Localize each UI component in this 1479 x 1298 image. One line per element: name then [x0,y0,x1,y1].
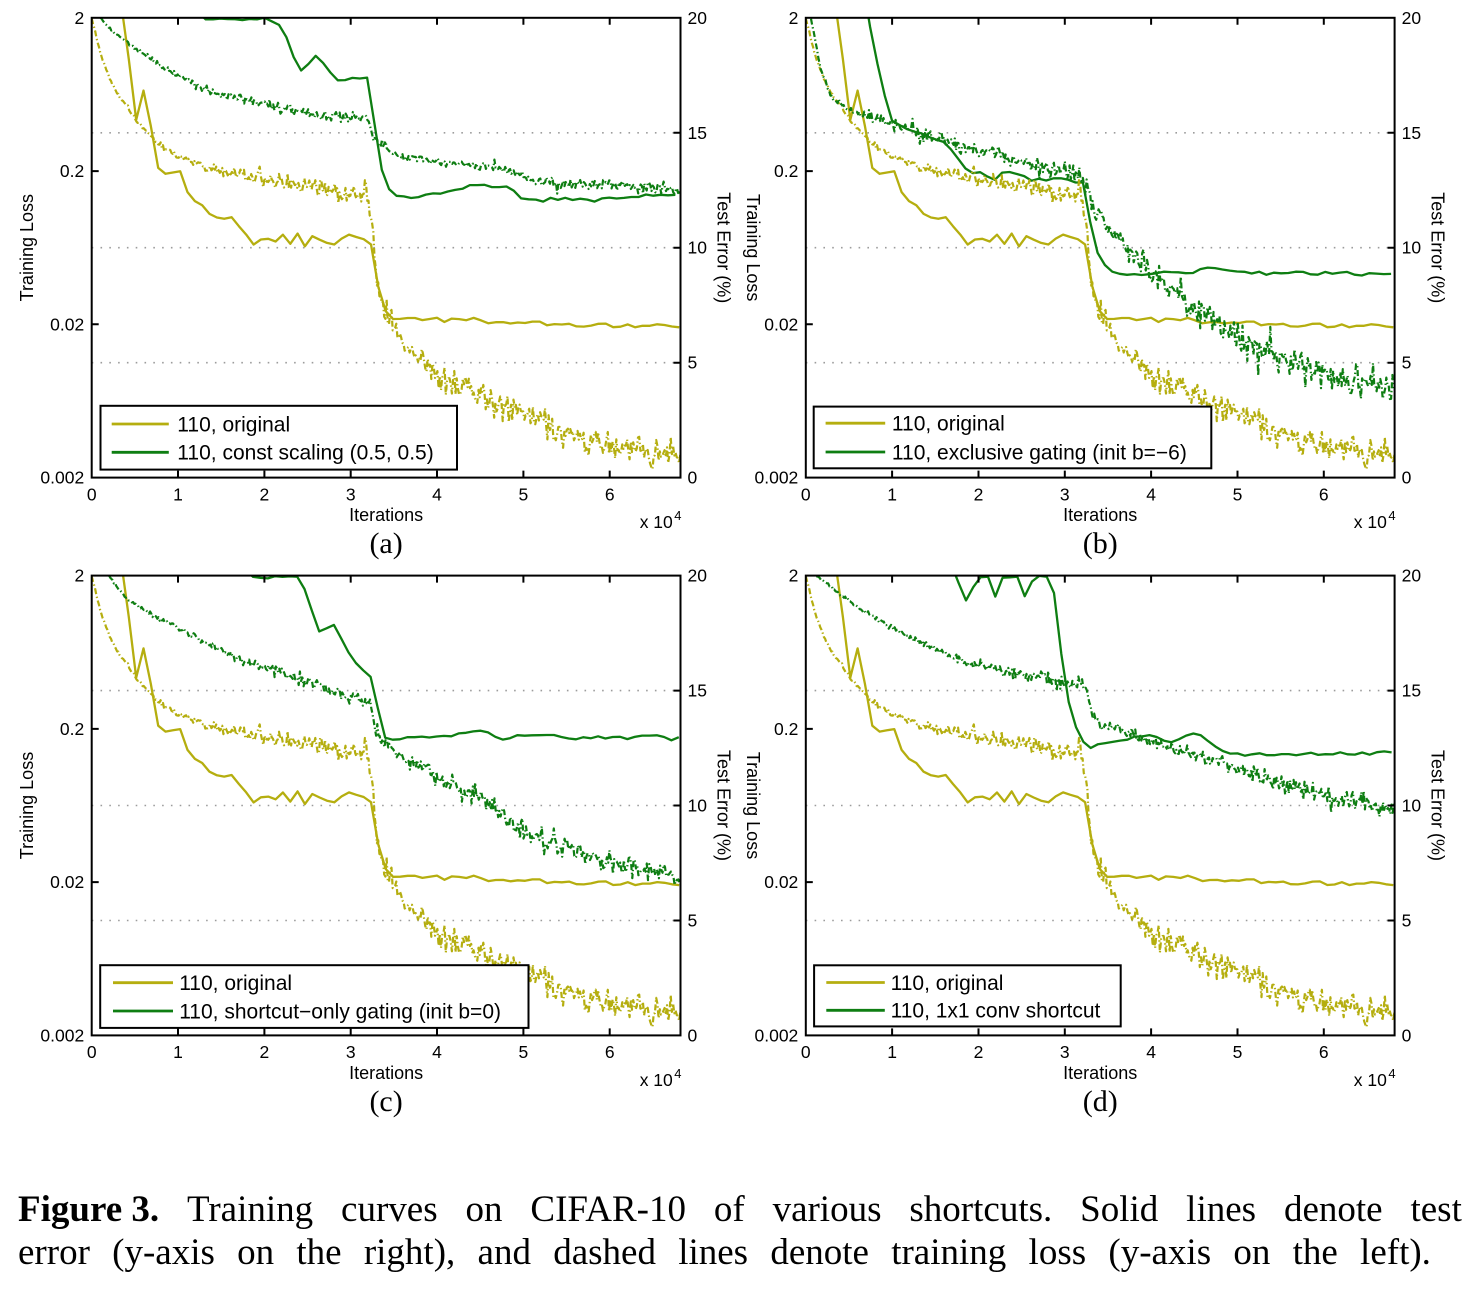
svg-text:110, original: 110, original [891,972,1004,995]
svg-text:Test Error (%): Test Error (%) [714,192,734,303]
svg-text:10: 10 [1402,796,1422,816]
svg-text:15: 15 [1402,123,1421,143]
svg-text:Iterations: Iterations [1063,1063,1137,1083]
svg-text:4: 4 [432,484,442,504]
svg-text:0.2: 0.2 [774,161,798,181]
svg-text:110, const scaling (0.5, 0.5): 110, const scaling (0.5, 0.5) [177,442,433,465]
svg-text:Training Loss: Training Loss [17,752,37,859]
svg-text:5: 5 [688,353,698,373]
svg-text:4: 4 [432,1042,442,1062]
svg-text:0: 0 [1402,1025,1412,1045]
svg-text:5: 5 [1402,353,1412,373]
svg-text:5: 5 [519,1042,529,1062]
svg-text:Iterations: Iterations [349,505,423,525]
svg-text:110, original: 110, original [179,972,292,995]
svg-text:2: 2 [974,484,984,504]
svg-text:6: 6 [605,1042,615,1062]
svg-text:Iterations: Iterations [1063,505,1137,525]
svg-text:Test Error (%): Test Error (%) [1428,192,1448,303]
svg-text:15: 15 [1402,681,1421,701]
svg-text:6: 6 [1319,1042,1329,1062]
svg-text:0: 0 [1402,468,1412,488]
svg-text:5: 5 [688,911,698,931]
svg-text:0.002: 0.002 [755,468,799,488]
svg-text:0.002: 0.002 [755,1025,799,1045]
svg-text:0.002: 0.002 [40,468,84,488]
svg-text:2: 2 [974,1042,984,1062]
svg-text:Iterations: Iterations [349,1063,423,1083]
svg-text:0.02: 0.02 [764,872,798,892]
svg-text:20: 20 [1402,8,1422,28]
svg-text:0.02: 0.02 [764,314,798,334]
svg-text:110, original: 110, original [177,413,290,436]
svg-text:20: 20 [1402,566,1422,586]
svg-text:110, original: 110, original [892,413,1005,436]
svg-text:4: 4 [1146,1042,1156,1062]
svg-text:1: 1 [173,1042,183,1062]
svg-text:0.02: 0.02 [50,872,84,892]
svg-text:2: 2 [74,566,84,586]
svg-text:5: 5 [1233,484,1243,504]
svg-text:x 104: x 10 4 [1354,508,1396,532]
svg-text:0.02: 0.02 [50,314,84,334]
svg-text:1: 1 [887,484,897,504]
svg-text:x 104: x 10 4 [640,1066,682,1090]
svg-text:Training Loss: Training Loss [743,752,763,859]
svg-text:2: 2 [789,566,799,586]
svg-text:Training Loss: Training Loss [743,194,763,301]
svg-text:Test Error (%): Test Error (%) [714,750,734,861]
svg-text:20: 20 [688,566,708,586]
svg-text:10: 10 [1402,238,1422,258]
svg-text:0.2: 0.2 [60,161,84,181]
svg-text:4: 4 [1146,484,1156,504]
svg-text:x 104: x 10 4 [1354,1066,1396,1090]
svg-text:0: 0 [801,484,811,504]
svg-text:2: 2 [789,8,799,28]
svg-text:5: 5 [1233,1042,1243,1062]
svg-text:20: 20 [688,8,708,28]
svg-text:0: 0 [688,1025,698,1045]
svg-text:Training Loss: Training Loss [17,194,37,301]
svg-text:6: 6 [605,484,615,504]
svg-text:0: 0 [801,1042,811,1062]
svg-text:15: 15 [688,123,707,143]
svg-text:10: 10 [688,796,708,816]
svg-text:(c): (c) [369,1085,402,1118]
svg-text:1: 1 [173,484,183,504]
svg-text:Test Error (%): Test Error (%) [1428,750,1448,861]
svg-text:3: 3 [346,1042,356,1062]
svg-text:0: 0 [688,468,698,488]
svg-text:10: 10 [688,238,708,258]
svg-text:2: 2 [74,8,84,28]
svg-text:0.2: 0.2 [60,719,84,739]
svg-text:3: 3 [1060,484,1070,504]
svg-text:5: 5 [1402,911,1412,931]
svg-text:3: 3 [346,484,356,504]
svg-text:(d): (d) [1083,1085,1118,1118]
svg-text:110, shortcut−only gating (ini: 110, shortcut−only gating (init b=0) [179,1000,501,1023]
svg-text:0: 0 [87,484,97,504]
svg-text:0.2: 0.2 [774,719,798,739]
svg-text:(b): (b) [1083,527,1118,560]
svg-text:15: 15 [688,681,707,701]
svg-text:5: 5 [519,484,529,504]
svg-text:3: 3 [1060,1042,1070,1062]
svg-text:1: 1 [887,1042,897,1062]
svg-text:110, 1x1 conv shortcut: 110, 1x1 conv shortcut [891,1000,1101,1023]
svg-text:0: 0 [87,1042,97,1062]
svg-text:2: 2 [260,484,270,504]
svg-text:(a): (a) [369,527,402,560]
svg-text:6: 6 [1319,484,1329,504]
svg-text:2: 2 [260,1042,270,1062]
svg-text:x 104: x 10 4 [640,508,682,532]
svg-text:0.002: 0.002 [40,1025,84,1045]
svg-text:110, exclusive gating (init b=: 110, exclusive gating (init b=−6) [892,441,1187,464]
